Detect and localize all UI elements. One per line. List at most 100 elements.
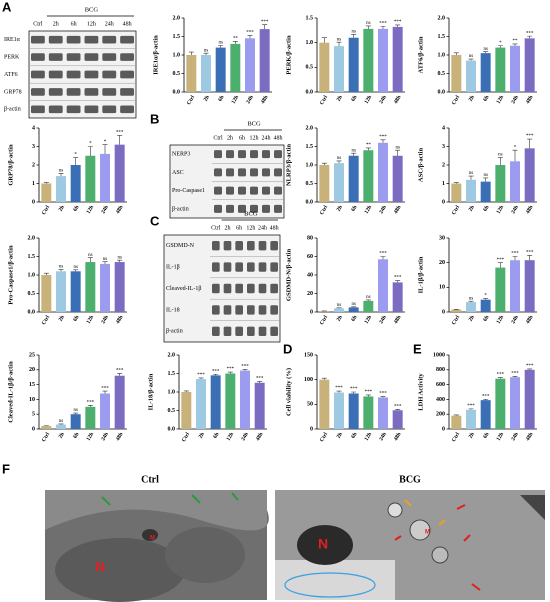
significance: *** — [261, 20, 269, 25]
y-tick-label: 2.0 — [173, 15, 181, 21]
tem-bcg-image — [275, 490, 545, 600]
error-bar — [395, 280, 401, 283]
x-tick-label: 12h — [364, 95, 373, 105]
bar — [480, 181, 491, 202]
blot-band — [235, 283, 243, 294]
error-bar — [198, 377, 204, 380]
lane-label: 48h — [270, 225, 279, 231]
lane-label: Ctrl — [213, 135, 223, 141]
bar — [451, 55, 462, 92]
x-tick-label: 48h — [525, 432, 534, 442]
significance: *** — [379, 135, 387, 140]
lane-label: 6h — [71, 21, 77, 27]
lane-label: Ctrl — [211, 225, 221, 231]
bar — [348, 393, 359, 429]
bar — [451, 183, 462, 202]
y-tick-label: 800 — [436, 367, 445, 373]
blot-band — [270, 326, 278, 337]
error-bar — [336, 390, 342, 393]
error-bar — [58, 269, 64, 272]
blot-band — [48, 105, 63, 114]
error-bar — [87, 146, 93, 156]
error-bar — [321, 37, 327, 43]
bar — [100, 153, 110, 202]
y-axis-label: Cleaved-IL-1β/β-actin — [7, 361, 14, 423]
significance: *** — [511, 371, 519, 376]
blot-band — [84, 88, 99, 96]
blot-band — [212, 326, 220, 337]
error-bar — [117, 135, 123, 145]
y-tick-label: 0 — [442, 309, 445, 315]
significance: ns — [366, 295, 371, 300]
significance: * — [514, 145, 517, 150]
panel-label: F — [2, 461, 10, 476]
bar — [524, 148, 535, 202]
error-bar — [43, 272, 49, 275]
y-tick-label: 0.5 — [306, 181, 314, 187]
x-tick-label: 2h — [468, 432, 476, 440]
y-axis-label: LDH Activity — [417, 373, 424, 411]
significance: * — [104, 140, 107, 145]
lane-label: 48h — [123, 21, 132, 27]
bar — [186, 55, 197, 92]
significance: ns — [337, 156, 342, 161]
x-tick-label: 12h — [496, 315, 505, 325]
significance: *** — [116, 131, 124, 136]
error-bar — [497, 262, 503, 268]
blot-band — [214, 168, 222, 177]
significance: *** — [246, 31, 254, 36]
error-bar — [365, 394, 371, 397]
blot-band — [247, 326, 255, 337]
error-bar — [232, 41, 238, 44]
x-tick-label: Ctrl — [319, 431, 329, 443]
x-tick-label: 2h — [58, 205, 66, 213]
y-tick-label: 0.0 — [438, 89, 446, 95]
bar — [495, 378, 506, 429]
error-bar — [483, 298, 489, 300]
blot-band — [120, 35, 134, 44]
error-bar — [203, 52, 209, 55]
x-tick-label: Ctrl — [41, 204, 51, 216]
x-tick-label: 2h — [468, 95, 476, 103]
x-tick-label: 2h — [58, 432, 66, 440]
significance: *** — [497, 373, 505, 378]
error-bar — [247, 35, 253, 39]
bar — [85, 155, 96, 202]
y-tick-label: 1 — [442, 181, 445, 187]
significance: *** — [197, 373, 205, 378]
y-tick-label: 0 — [442, 426, 445, 432]
error-bar — [102, 144, 108, 154]
x-tick-label: 24h — [378, 95, 387, 105]
bar — [378, 142, 388, 202]
x-tick-label: 48h — [115, 432, 124, 442]
x-tick-label: 48h — [525, 205, 534, 215]
bar — [225, 373, 236, 429]
y-axis-label: IL-18/β-actin — [147, 373, 154, 410]
x-tick-label: 24h — [100, 205, 109, 215]
x-tick-label: 6h — [350, 315, 358, 323]
bar — [56, 271, 66, 312]
blot-band — [274, 186, 282, 195]
x-tick-label: 12h — [226, 432, 235, 442]
blot-band — [258, 283, 267, 294]
blot-band — [48, 70, 63, 79]
lane-label: 6h — [239, 135, 245, 141]
blot-band — [84, 70, 99, 79]
x-tick-label: 24h — [510, 205, 519, 215]
blot-band — [66, 35, 81, 44]
lane-label: 24h — [258, 225, 267, 231]
blot-band — [212, 240, 220, 251]
lane-label: 48h — [274, 135, 283, 141]
error-bar — [351, 306, 357, 308]
error-bar — [365, 299, 371, 301]
y-tick-label: 0.5 — [168, 408, 176, 414]
x-tick-label: 48h — [393, 315, 402, 325]
significance: ns — [73, 265, 78, 270]
y-tick-label: 10 — [439, 285, 445, 291]
y-tick-label: 20 — [29, 367, 35, 373]
blot-band — [102, 35, 117, 44]
bar — [114, 375, 125, 429]
blot-band — [102, 70, 117, 79]
significance: *** — [497, 258, 505, 263]
bar — [100, 393, 110, 429]
